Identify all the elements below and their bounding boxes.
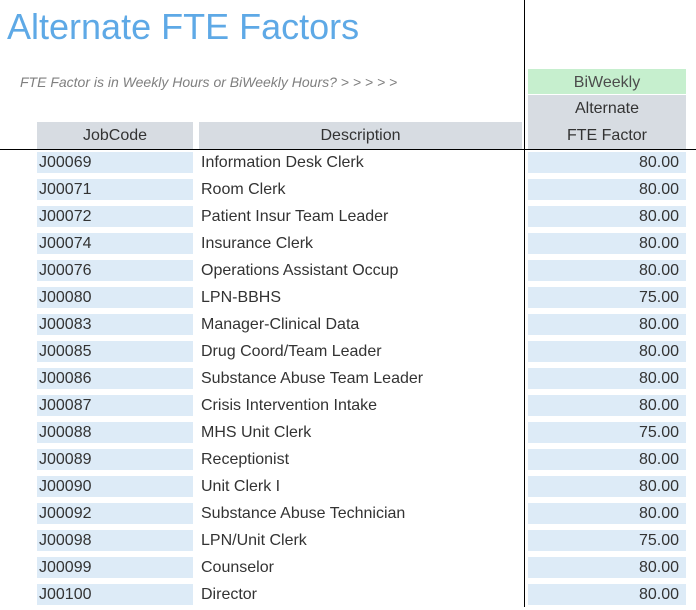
jobcode-cell[interactable]: J00071 [37, 179, 193, 200]
fte-factor-cell[interactable]: 80.00 [528, 206, 686, 227]
jobcode-cell[interactable]: J00098 [37, 530, 193, 551]
table-row: J00071 Room Clerk 80.00 [0, 178, 696, 205]
job-table-body: J00069 Information Desk Clerk 80.00 J00071 R… [0, 151, 696, 610]
fte-factor-cell[interactable]: 75.00 [528, 422, 686, 443]
description-cell[interactable]: Substance Abuse Team Leader [201, 370, 424, 387]
jobcode-cell[interactable]: J00089 [37, 449, 193, 470]
header-description[interactable]: Description [199, 122, 522, 149]
description-cell[interactable]: Unit Clerk I [201, 478, 281, 495]
table-row: J00086 Substance Abuse Team Leader 80.00 [0, 367, 696, 394]
jobcode-cell[interactable]: J00100 [37, 584, 193, 605]
table-row: J00069 Information Desk Clerk 80.00 [0, 151, 696, 178]
fte-factor-cell[interactable]: 80.00 [528, 179, 686, 200]
jobcode-cell[interactable]: J00090 [37, 476, 193, 497]
fte-factor-cell[interactable]: 80.00 [528, 476, 686, 497]
page-title: Alternate FTE Factors [7, 6, 360, 47]
fte-factor-cell[interactable]: 80.00 [528, 503, 686, 524]
fte-mode-question: FTE Factor is in Weekly Hours or BiWeekl… [20, 74, 398, 90]
description-cell[interactable]: Crisis Intervention Intake [201, 397, 378, 414]
table-row: J00088 MHS Unit Clerk 75.00 [0, 421, 696, 448]
fte-factor-cell[interactable]: 80.00 [528, 314, 686, 335]
jobcode-cell[interactable]: J00087 [37, 395, 193, 416]
fte-factor-cell[interactable]: 75.00 [528, 287, 686, 308]
jobcode-cell[interactable]: J00076 [37, 260, 193, 281]
fte-factor-cell[interactable]: 75.00 [528, 530, 686, 551]
jobcode-cell[interactable]: J00092 [37, 503, 193, 524]
jobcode-cell[interactable]: J00088 [37, 422, 193, 443]
jobcode-cell[interactable]: J00069 [37, 152, 193, 173]
fte-factor-cell[interactable]: 80.00 [528, 584, 686, 605]
table-row: J00092 Substance Abuse Technician 80.00 [0, 502, 696, 529]
description-cell[interactable]: MHS Unit Clerk [201, 424, 312, 441]
description-cell[interactable]: Counselor [201, 559, 274, 576]
jobcode-cell[interactable]: J00080 [37, 287, 193, 308]
table-row: J00072 Patient Insur Team Leader 80.00 [0, 205, 696, 232]
description-cell[interactable]: Manager-Clinical Data [201, 316, 360, 333]
table-row: J00080 LPN-BBHS 75.00 [0, 286, 696, 313]
description-cell[interactable]: Director [201, 586, 258, 603]
fte-factor-cell[interactable]: 80.00 [528, 260, 686, 281]
description-cell[interactable]: Patient Insur Team Leader [201, 208, 389, 225]
description-cell[interactable]: Information Desk Clerk [201, 154, 364, 171]
table-row: J00085 Drug Coord/Team Leader 80.00 [0, 340, 696, 367]
description-cell[interactable]: Room Clerk [201, 181, 286, 198]
fte-factor-cell[interactable]: 80.00 [528, 449, 686, 470]
description-cell[interactable]: Operations Assistant Occup [201, 262, 399, 279]
description-cell[interactable]: Receptionist [201, 451, 290, 468]
fte-factor-cell[interactable]: 80.00 [528, 152, 686, 173]
table-row: J00090 Unit Clerk I 80.00 [0, 475, 696, 502]
header-jobcode[interactable]: JobCode [37, 122, 193, 149]
header-fte-line1: Alternate [574, 100, 640, 117]
description-cell[interactable]: Substance Abuse Technician [201, 505, 406, 522]
fte-factor-cell[interactable]: 80.00 [528, 557, 686, 578]
jobcode-cell[interactable]: J00086 [37, 368, 193, 389]
description-cell[interactable]: LPN-BBHS [201, 289, 282, 306]
jobcode-cell[interactable]: J00072 [37, 206, 193, 227]
description-cell[interactable]: LPN/Unit Clerk [201, 532, 307, 549]
description-cell[interactable]: Insurance Clerk [201, 235, 314, 252]
fte-factor-cell[interactable]: 80.00 [528, 341, 686, 362]
table-row: J00083 Manager-Clinical Data 80.00 [0, 313, 696, 340]
header-fte-line2: FTE Factor [566, 127, 647, 144]
jobcode-cell[interactable]: J00074 [37, 233, 193, 254]
table-row: J00099 Counselor 80.00 [0, 556, 696, 583]
fte-factor-cell[interactable]: 80.00 [528, 233, 686, 254]
column-divider [524, 0, 525, 607]
header-alternate-fte-factor[interactable]: Alternate FTE Factor [528, 95, 686, 149]
fte-factor-cell[interactable]: 80.00 [528, 395, 686, 416]
description-cell[interactable]: Drug Coord/Team Leader [201, 343, 382, 360]
jobcode-cell[interactable]: J00085 [37, 341, 193, 362]
table-row: J00100 Director 80.00 [0, 583, 696, 610]
table-row: J00074 Insurance Clerk 80.00 [0, 232, 696, 259]
jobcode-cell[interactable]: J00099 [37, 557, 193, 578]
table-row: J00098 LPN/Unit Clerk 75.00 [0, 529, 696, 556]
header-divider [0, 149, 696, 150]
fte-mode-cell[interactable]: BiWeekly [528, 69, 686, 94]
fte-factor-cell[interactable]: 80.00 [528, 368, 686, 389]
table-row: J00087 Crisis Intervention Intake 80.00 [0, 394, 696, 421]
table-row: J00089 Receptionist 80.00 [0, 448, 696, 475]
table-row: J00076 Operations Assistant Occup 80.00 [0, 259, 696, 286]
jobcode-cell[interactable]: J00083 [37, 314, 193, 335]
